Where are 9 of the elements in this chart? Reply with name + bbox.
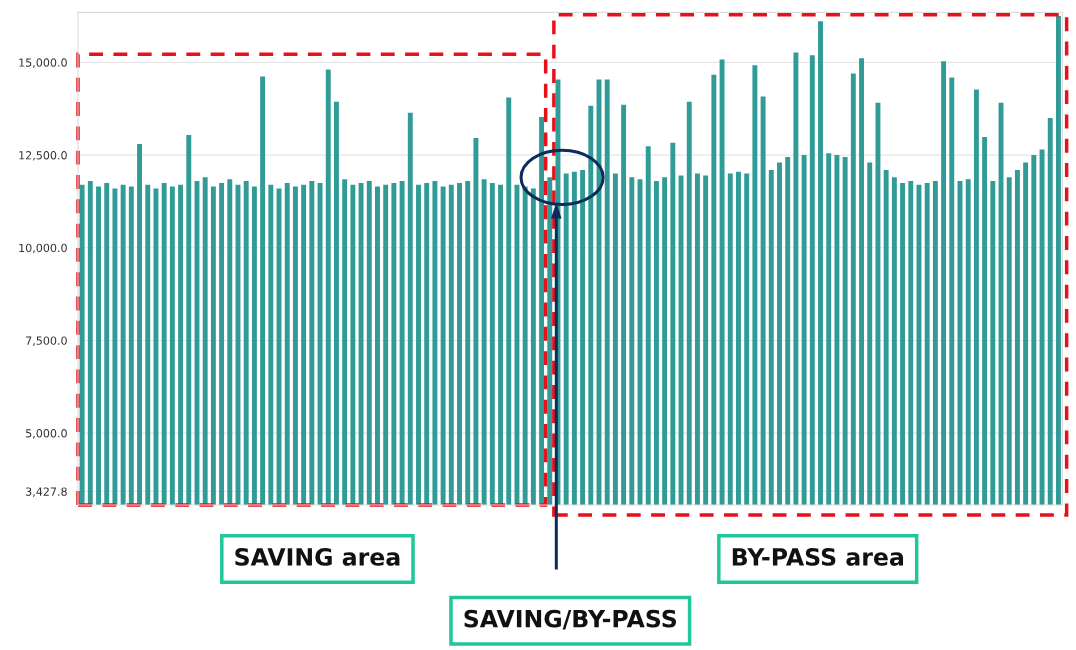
- text: SAVING area: [235, 547, 400, 566]
- y-tick-label: 10,000.0: [19, 243, 67, 254]
- y-tick-label: 5,000.0: [26, 429, 67, 439]
- y-tick-label: 12,500.0: [19, 151, 67, 161]
- y-tick-label: 3,427.8: [26, 487, 67, 497]
- text: BY-PASS area: [732, 547, 904, 566]
- y-tick-label: 15,000.0: [19, 58, 67, 68]
- text: SAVING/BY-PASS: [464, 609, 677, 630]
- y-tick-label: 7,500.0: [26, 336, 67, 346]
